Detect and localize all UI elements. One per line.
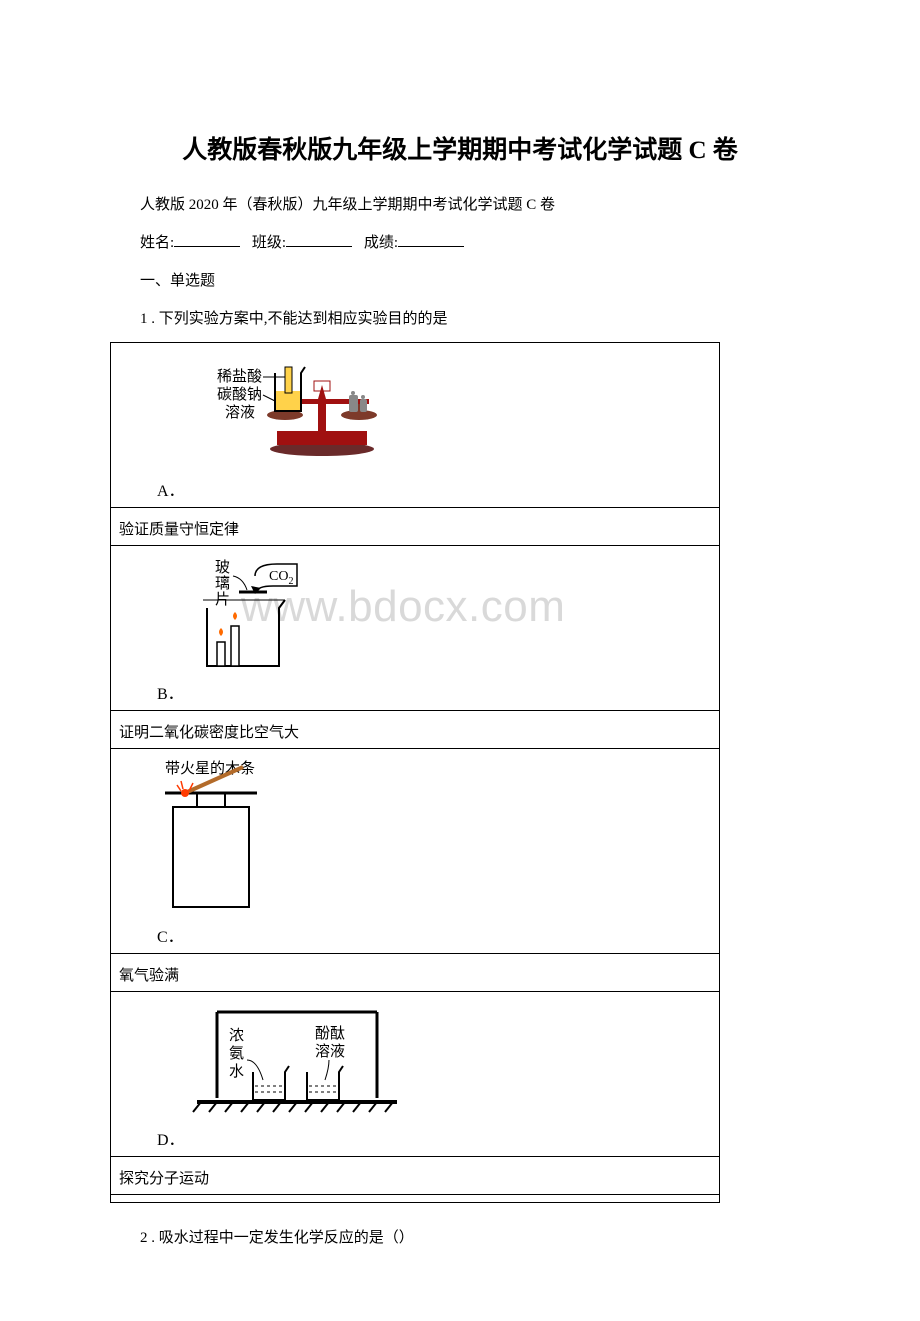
name-blank[interactable]: [174, 232, 240, 247]
option-b-label: B．: [157, 686, 184, 703]
svg-text:溶液: 溶液: [315, 1043, 345, 1060]
question-1: 1 . 下列实验方案中,不能达到相应实验目的的是: [110, 304, 810, 334]
score-blank[interactable]: [398, 232, 464, 247]
svg-text:玻: 玻: [215, 559, 230, 576]
svg-text:氨: 氨: [229, 1045, 244, 1062]
option-c-desc: 氧气验满: [111, 954, 720, 992]
svg-text:璃: 璃: [215, 575, 230, 592]
svg-text:酚酞: 酚酞: [315, 1025, 345, 1042]
svg-text:碳酸钠: 碳酸钠: [217, 386, 262, 403]
svg-text:溶液: 溶液: [225, 404, 255, 421]
svg-text:CO2: CO2: [269, 569, 293, 587]
option-a-desc: 验证质量守恒定律: [111, 508, 720, 546]
option-c-label: C．: [157, 929, 184, 946]
option-c-cell: 带火星的木条 C．: [119, 759, 715, 947]
form-line: 姓名: 班级: 成绩:: [110, 228, 810, 258]
option-b-desc: 证明二氧化碳密度比空气大: [111, 711, 720, 749]
page-title: 人教版春秋版九年级上学期期中考试化学试题 C 卷: [110, 130, 810, 166]
figure-d: 浓 氨 水 酚酞 溶液: [157, 1002, 417, 1122]
figure-c: 带火星的木条: [123, 759, 323, 919]
option-a-cell: 稀盐酸 碳酸钠 溶液: [119, 353, 715, 501]
section-heading: 一、单选题: [110, 266, 810, 296]
svg-text:浓: 浓: [229, 1027, 244, 1044]
option-d-desc: 探究分子运动: [111, 1157, 720, 1195]
class-blank[interactable]: [286, 232, 352, 247]
question-2: 2 . 吸水过程中一定发生化学反应的是（）: [110, 1223, 810, 1253]
figure-b: 玻 璃 片 CO2: [157, 556, 327, 676]
name-label: 姓名:: [140, 235, 174, 251]
option-a-label: A．: [157, 483, 185, 500]
figure-a: 稀盐酸 碳酸钠 溶液: [157, 353, 397, 473]
option-table: 稀盐酸 碳酸钠 溶液: [110, 342, 720, 1203]
option-b-cell: 玻 璃 片 CO2 B．: [119, 556, 715, 704]
option-d-cell: 浓 氨 水 酚酞 溶液 D．: [119, 1002, 715, 1150]
score-label: 成绩:: [364, 235, 398, 251]
option-d-label: D．: [157, 1132, 185, 1149]
svg-text:稀盐酸: 稀盐酸: [217, 368, 262, 385]
svg-text:水: 水: [229, 1063, 244, 1080]
subtitle: 人教版 2020 年（春秋版）九年级上学期期中考试化学试题 C 卷: [110, 190, 810, 220]
class-label: 班级:: [252, 235, 286, 251]
